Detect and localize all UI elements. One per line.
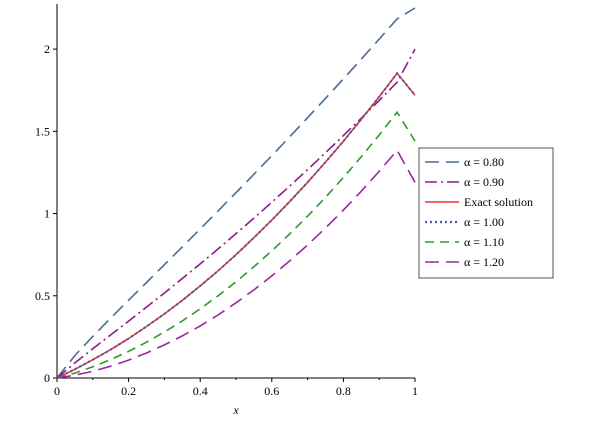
series-line-1 bbox=[56, 48, 416, 379]
y-tick-label: 1 bbox=[44, 207, 50, 221]
x-tick-label: 0.2 bbox=[121, 384, 136, 398]
y-tick-label: 0.5 bbox=[35, 289, 50, 303]
x-axis-title: x bbox=[232, 403, 239, 417]
legend-label-0: α = 0.80 bbox=[464, 155, 504, 169]
legend-label-4: α = 1.10 bbox=[464, 235, 504, 249]
series-line-4 bbox=[56, 110, 416, 379]
series-line-5 bbox=[56, 149, 416, 379]
legend-label-3: α = 1.00 bbox=[464, 215, 504, 229]
series-lines bbox=[56, 7, 416, 379]
series-line-0 bbox=[56, 7, 416, 379]
legend-label-1: α = 0.90 bbox=[464, 175, 504, 189]
x-tick-label: 0.6 bbox=[264, 384, 279, 398]
legend: α = 0.80 α = 0.90 Exact solution α = 1.00 α … bbox=[418, 147, 554, 279]
series-line-2 bbox=[56, 72, 416, 379]
legend-label-5: α = 1.20 bbox=[464, 255, 504, 269]
x-tick-label: 0 bbox=[54, 384, 60, 398]
y-tick-label: 2 bbox=[44, 42, 50, 56]
legend-label-2: Exact solution bbox=[464, 195, 533, 209]
x-tick-label: 0.4 bbox=[193, 384, 208, 398]
x-tick-label: 1 bbox=[412, 384, 418, 398]
legend-box bbox=[418, 147, 554, 279]
x-tick-label: 0.8 bbox=[336, 384, 351, 398]
axes: 0 0.2 0.4 0.6 0.8 1 0 0.5 1 1.5 2 x bbox=[35, 4, 418, 417]
y-tick-label: 0 bbox=[44, 371, 50, 385]
y-tick-label: 1.5 bbox=[35, 124, 50, 138]
